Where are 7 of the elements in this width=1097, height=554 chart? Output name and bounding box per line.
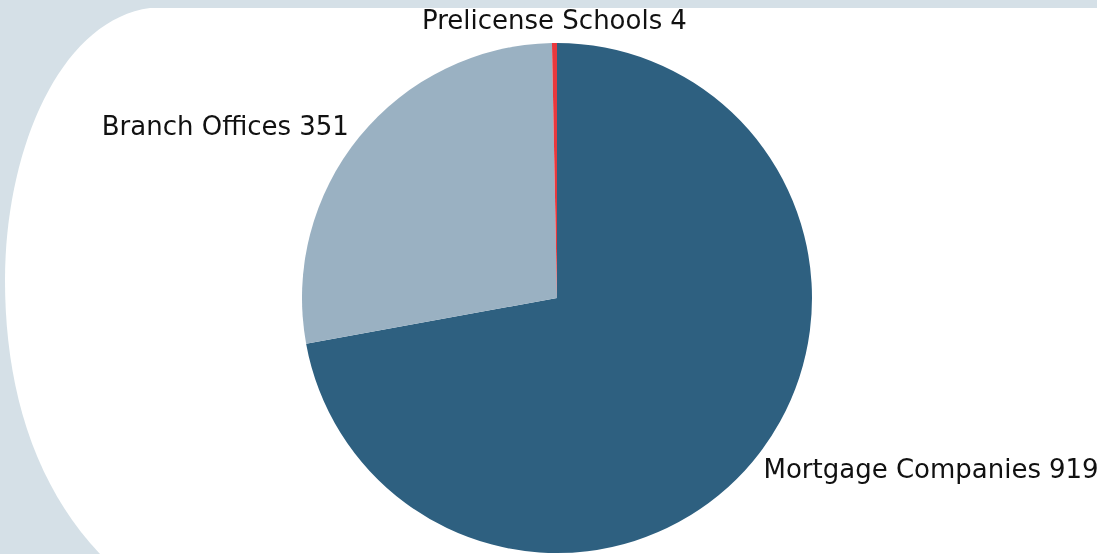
pie-slice	[302, 43, 557, 344]
slice-label: Mortgage Companies	[763, 453, 1042, 484]
slice-label: Prelicense Schools	[421, 5, 663, 36]
data-label: 4	[670, 5, 687, 36]
data-label: 919	[1049, 453, 1097, 484]
data-label: 351	[299, 111, 349, 142]
slice-label: Branch Offices	[101, 111, 292, 142]
